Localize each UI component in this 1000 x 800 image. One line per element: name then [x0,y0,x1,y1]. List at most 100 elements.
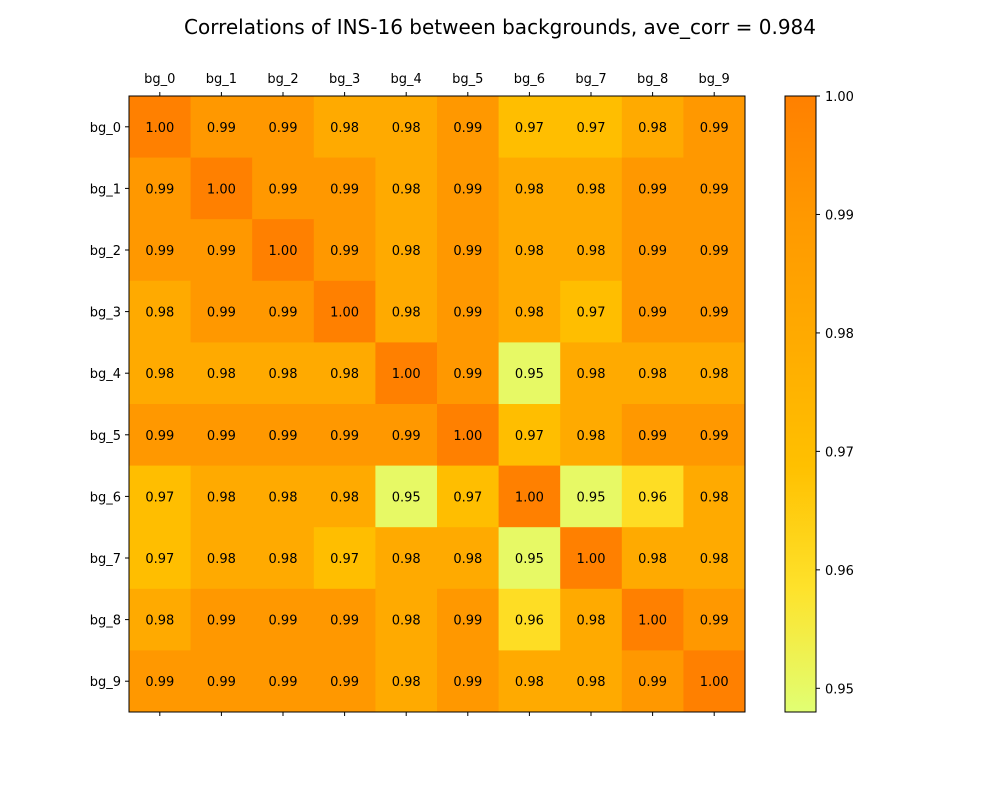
cell-value-label: 0.98 [515,675,544,690]
cell-value-label: 0.97 [145,552,174,567]
cell-value-label: 0.98 [638,552,667,567]
heatmap-cell [560,280,623,343]
cell-value-label: 0.99 [638,244,667,259]
x-tick-label: bg_1 [206,72,237,87]
cell-value-label: 0.98 [577,367,606,382]
heatmap-cell [498,404,561,467]
heatmap-cell [498,650,561,713]
heatmap-cell [129,96,192,159]
heatmap-cell [683,527,746,590]
heatmap-cell [129,157,192,220]
heatmap-cell [498,280,561,343]
heatmap-cell [313,96,376,159]
cell-value-label: 0.97 [515,121,544,136]
y-tick-label: bg_8 [90,614,121,629]
heatmap-cell [313,404,376,467]
heatmap-cell [621,280,684,343]
cell-value-label: 0.99 [700,121,729,136]
heatmap-cell [621,404,684,467]
cell-value-label: 0.99 [207,614,236,629]
cell-value-label: 0.99 [145,244,174,259]
heatmap-cell [190,650,253,713]
cell-value-label: 0.99 [269,182,298,197]
x-axis-ticks: bg_0 bg_1 bg_2 bg_3 bg_4 bg_5 bg_6 bg_7 bg_8 bg_9 [144,72,730,716]
heatmap-cell [621,157,684,220]
cell-value-label: 0.99 [700,182,729,197]
heatmap-cell [498,96,561,159]
heatmap-cell [190,588,253,651]
cell-value-label: 0.96 [515,614,544,629]
heatmap-cell [252,157,315,220]
cell-value-label: 0.98 [330,367,359,382]
y-tick-label: bg_5 [90,429,121,444]
heatmap-cell [498,219,561,282]
cell-value-label: 0.99 [453,182,482,197]
cell-value-label: 0.99 [700,306,729,321]
heatmap-cell [621,96,684,159]
cell-value-label: 0.99 [700,429,729,444]
cell-value-label: 0.99 [145,429,174,444]
cell-value-label: 0.98 [392,306,421,321]
cell-value-label: 0.99 [269,121,298,136]
cell-value-label: 0.99 [638,675,667,690]
heatmap-cell [437,280,500,343]
x-tick-label: bg_7 [575,72,606,87]
cell-value-label: 0.97 [515,429,544,444]
y-tick-label: bg_2 [90,244,121,259]
heatmap-cell [252,404,315,467]
heatmap-cell [313,342,376,405]
heatmap-cell [252,588,315,651]
y-tick-label: bg_0 [90,121,121,136]
cell-value-label: 0.98 [515,244,544,259]
colorbar-gradient [784,95,817,713]
heatmap-cell [190,96,253,159]
y-tick-label: bg_4 [90,367,121,382]
x-tick-label: bg_8 [637,72,668,87]
cell-value-label: 1.00 [269,244,298,259]
cell-value-label: 0.97 [453,490,482,505]
cell-value-label: 0.98 [392,614,421,629]
cell-value-label: 0.97 [577,121,606,136]
y-tick-label: bg_6 [90,490,121,505]
cell-value-label: 0.98 [577,614,606,629]
heatmap-cell [129,465,192,528]
heatmap-cell [313,219,376,282]
cell-value-label: 0.99 [700,614,729,629]
heatmap-cell [375,219,438,282]
cell-value-label: 0.97 [577,306,606,321]
y-tick-label: bg_7 [90,552,121,567]
heatmap-cell [498,465,561,528]
cell-value-label: 0.95 [577,490,606,505]
x-tick-label: bg_5 [452,72,483,87]
colorbar-tick-label: 0.95 [825,682,854,697]
heatmap-cell [375,527,438,590]
cell-value-label: 0.99 [207,675,236,690]
heatmap-cell [621,465,684,528]
x-tick-label: bg_2 [267,72,298,87]
cell-value-label: 0.99 [638,429,667,444]
cell-value-label: 0.98 [392,675,421,690]
cell-value-label: 0.99 [453,121,482,136]
cell-value-label: 0.98 [392,552,421,567]
cell-value-label: 1.00 [330,306,359,321]
heatmap-cell [683,404,746,467]
heatmap-cell [190,157,253,220]
heatmap-cell [129,219,192,282]
cell-value-label: 0.99 [330,182,359,197]
heatmap-cell [313,650,376,713]
heatmap-cell [129,280,192,343]
heatmap-cell [313,465,376,528]
colorbar-tick-label: 1.00 [825,90,854,105]
heatmap-cell [190,465,253,528]
cell-value-label: 0.99 [453,306,482,321]
heatmap-cell [560,157,623,220]
heatmap-cells [129,96,746,713]
heatmap-cell [683,157,746,220]
heatmap-cell [252,342,315,405]
cell-value-label: 0.99 [207,244,236,259]
cell-value-label: 0.98 [515,306,544,321]
cell-value-label: 0.99 [453,675,482,690]
cell-value-label: 0.99 [145,182,174,197]
cell-value-label: 0.98 [207,552,236,567]
